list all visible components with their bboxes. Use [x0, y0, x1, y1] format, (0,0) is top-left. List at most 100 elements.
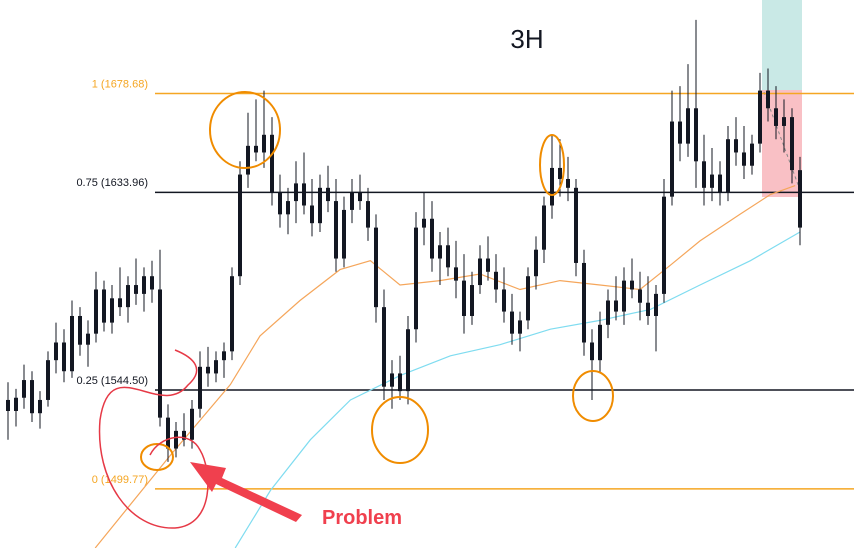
candle-body	[206, 366, 210, 374]
candle-body	[726, 139, 730, 193]
candle-body	[54, 342, 58, 361]
fib-label: 1 (1678.68)	[92, 78, 148, 90]
fib-label: 0 (1499.77)	[92, 474, 148, 486]
candle-body	[550, 167, 554, 206]
candle-body	[718, 174, 722, 193]
candle-body	[494, 271, 498, 290]
candle-body	[182, 430, 186, 440]
candle-body	[678, 121, 682, 144]
candle-body	[350, 192, 354, 210]
candle-body	[758, 90, 762, 144]
candle-body	[166, 417, 170, 449]
candle-body	[326, 187, 330, 202]
candle-body	[118, 298, 122, 308]
candle-body	[654, 293, 658, 316]
moving-average	[234, 231, 801, 548]
candle-body	[430, 218, 434, 259]
candle-body	[270, 134, 274, 193]
candle-body	[470, 285, 474, 316]
candle-body	[598, 324, 602, 361]
candle-body	[646, 302, 650, 316]
candle-body	[110, 298, 114, 323]
candle-body	[142, 276, 146, 294]
candle-body	[702, 161, 706, 188]
candle-body	[254, 145, 258, 153]
candle-body	[382, 307, 386, 387]
candle-body	[94, 289, 98, 334]
candle-body	[742, 152, 746, 166]
candle-body	[14, 397, 18, 411]
candle-body	[686, 108, 690, 144]
circle-mark	[572, 370, 614, 422]
candle-body	[462, 280, 466, 316]
candle-body	[422, 218, 426, 228]
candle-body	[318, 187, 322, 224]
candle-body	[38, 399, 42, 414]
fib-label: 0.25 (1544.50)	[76, 375, 148, 387]
annotation: Problem	[322, 507, 402, 529]
candle-body	[246, 145, 250, 175]
candle-body	[310, 205, 314, 224]
candle-body	[398, 373, 402, 392]
hand-marks	[140, 91, 614, 471]
candle-body	[262, 134, 266, 153]
candle-body	[286, 201, 290, 215]
candle-body	[342, 209, 346, 259]
arrow	[190, 462, 302, 522]
candle-body	[390, 373, 394, 387]
problem-loop	[98, 349, 209, 529]
candle-body	[542, 205, 546, 250]
candle-body	[174, 430, 178, 449]
candle-body	[406, 329, 410, 392]
candle-body	[22, 380, 26, 398]
candle-body	[358, 192, 362, 202]
candle-body	[78, 315, 82, 345]
candle-body	[590, 342, 594, 361]
candle-body	[526, 276, 530, 321]
candle-body	[486, 258, 490, 272]
candle-body	[158, 289, 162, 418]
candle-body	[782, 117, 786, 126]
candle-body	[558, 167, 562, 179]
candle-body	[86, 333, 90, 345]
candle-body	[502, 289, 506, 312]
candle-body	[230, 276, 234, 352]
candle-body	[630, 280, 634, 290]
candle-body	[414, 227, 418, 330]
candle-body	[670, 121, 674, 197]
candle-body	[134, 285, 138, 294]
candle-body	[478, 258, 482, 286]
candles	[6, 19, 802, 462]
candle-body	[710, 174, 714, 188]
candle-body	[374, 227, 378, 308]
candle-body	[30, 380, 34, 414]
candle-body	[334, 201, 338, 259]
candle-body	[126, 285, 130, 308]
candle-body	[278, 192, 282, 215]
candle-body	[62, 342, 66, 372]
candle-body	[582, 262, 586, 343]
circle-mark	[539, 134, 565, 196]
candle-body	[190, 408, 194, 440]
candle-body	[102, 289, 106, 323]
candle-body	[750, 143, 754, 166]
candle-body	[606, 300, 610, 325]
candle-body	[198, 366, 202, 409]
candle-body	[790, 117, 794, 171]
candle-body	[6, 399, 10, 411]
candle-body	[150, 276, 154, 290]
circle-mark	[209, 91, 281, 169]
candle-body	[366, 201, 370, 228]
candle-body	[510, 311, 514, 334]
candle-body	[238, 174, 242, 277]
candle-body	[454, 267, 458, 281]
candle-body	[774, 108, 778, 126]
candle-body	[302, 183, 306, 206]
candle-body	[574, 187, 578, 263]
candle-body	[734, 139, 738, 153]
candle-body	[638, 289, 642, 303]
target-zone	[762, 0, 802, 90]
candle-body	[518, 320, 522, 334]
candle-body	[46, 360, 50, 400]
